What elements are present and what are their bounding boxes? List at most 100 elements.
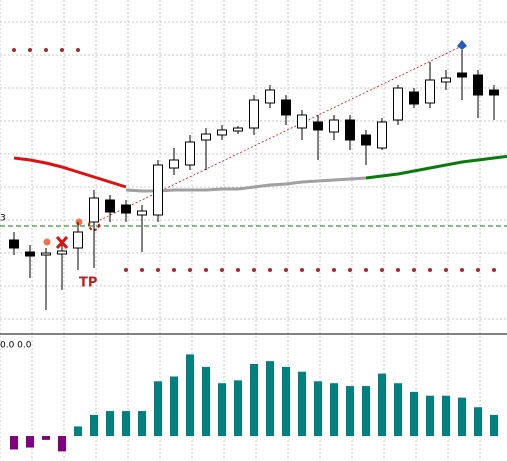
indicator-label: 0.0 0.0	[0, 341, 32, 351]
candle-body	[377, 121, 387, 149]
histogram-bar	[26, 436, 34, 448]
candle-body	[25, 251, 35, 257]
histogram-bar	[330, 383, 338, 437]
histogram-bar	[186, 354, 194, 437]
histogram-bar	[58, 436, 66, 452]
histogram-bar	[250, 364, 258, 437]
dot	[188, 268, 192, 272]
dot	[380, 268, 384, 272]
moving-average	[125, 176, 367, 193]
dot	[316, 268, 320, 272]
histogram-bar	[154, 381, 162, 437]
candle-body	[457, 72, 467, 78]
close-mark	[55, 235, 69, 250]
histogram-bar	[202, 366, 210, 437]
candle-body	[169, 159, 179, 169]
dot	[300, 268, 304, 272]
dot	[124, 268, 128, 272]
candle-body	[441, 77, 451, 83]
candle-body	[9, 239, 19, 249]
histogram-bar	[442, 395, 450, 437]
candle-body	[297, 114, 307, 129]
candle-body	[153, 164, 163, 216]
histogram-bar	[314, 381, 322, 437]
histogram-bar	[90, 414, 98, 437]
dot	[284, 268, 288, 272]
candle-body	[473, 74, 483, 96]
dot	[444, 268, 448, 272]
histogram-bar	[122, 411, 130, 437]
candle-body	[201, 133, 211, 141]
histogram-bar	[362, 386, 370, 437]
candle-body	[41, 252, 51, 256]
histogram-bar	[378, 373, 386, 437]
dot	[140, 268, 144, 272]
candle-body	[489, 89, 499, 96]
candle-body	[361, 134, 371, 146]
candle-body	[89, 197, 99, 223]
dot	[348, 268, 352, 272]
candle-body	[185, 141, 195, 166]
arrow-marker	[457, 40, 467, 50]
candle-body	[425, 79, 435, 104]
moving-average	[365, 154, 507, 180]
signal-dot	[75, 218, 83, 226]
candle-body	[121, 204, 131, 214]
candle-body	[105, 199, 115, 213]
trend-line	[95, 45, 463, 223]
histogram-bar	[426, 395, 434, 437]
candle-body	[329, 119, 339, 133]
histogram-bar	[474, 407, 482, 437]
dot	[252, 268, 256, 272]
histogram-bar	[458, 397, 466, 437]
histogram-bar	[394, 383, 402, 437]
histogram-bar	[266, 361, 274, 437]
candle-body	[233, 127, 243, 132]
dot	[268, 268, 272, 272]
dotted-level	[124, 268, 496, 272]
signal-dot	[43, 238, 51, 246]
candle-body	[281, 99, 291, 116]
dot	[172, 268, 176, 272]
histogram-bar	[10, 436, 18, 450]
histogram-bar	[346, 386, 354, 437]
dot	[460, 268, 464, 272]
candle-body	[217, 129, 227, 136]
dot	[156, 268, 160, 272]
dot	[220, 268, 224, 272]
tp-label: TP	[79, 276, 97, 291]
histogram-bar	[170, 376, 178, 437]
histogram-bar	[218, 383, 226, 437]
dot	[476, 268, 480, 272]
candle-body	[409, 91, 419, 105]
moving-average	[13, 156, 127, 189]
histogram-bar	[234, 380, 242, 437]
candle-body	[57, 250, 67, 255]
dot	[236, 268, 240, 272]
candle-body	[137, 210, 147, 216]
histogram-bar	[74, 426, 82, 437]
histogram-bar	[490, 414, 498, 437]
candle-body	[249, 99, 259, 129]
histogram-bar	[298, 371, 306, 437]
dot	[412, 268, 416, 272]
dot	[428, 268, 432, 272]
histogram-bar	[42, 436, 50, 440]
histogram-bar	[410, 391, 418, 437]
candle-body	[265, 89, 275, 104]
dot	[204, 268, 208, 272]
candle-body	[73, 231, 83, 249]
histogram-bar	[138, 411, 146, 437]
histogram-bar	[282, 366, 290, 437]
candle-body	[313, 121, 323, 131]
dot	[492, 268, 496, 272]
dotted-level	[12, 48, 80, 52]
dot	[396, 268, 400, 272]
candle-body	[345, 119, 355, 141]
dot	[332, 268, 336, 272]
dot	[364, 268, 368, 272]
annotation: 3	[0, 214, 6, 224]
candle-body	[393, 87, 403, 121]
histogram-bar	[106, 411, 114, 437]
